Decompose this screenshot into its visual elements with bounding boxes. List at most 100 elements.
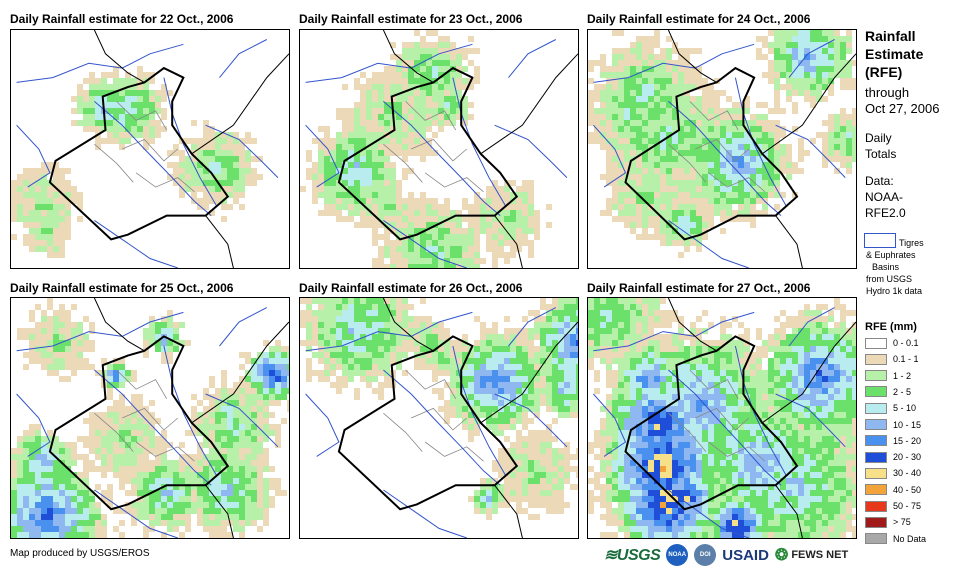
rain-cell: [354, 144, 360, 150]
rain-cell: [11, 532, 17, 538]
rain-cell: [197, 430, 203, 436]
rain-cell: [846, 126, 852, 132]
rain-cell: [396, 210, 402, 216]
rain-cell: [822, 66, 828, 72]
rain-cell: [53, 370, 59, 376]
rain-cell: [588, 132, 594, 138]
rain-cell: [846, 364, 852, 370]
rain-cell: [101, 424, 107, 430]
rain-cell: [354, 358, 360, 364]
rain-cell: [498, 496, 504, 502]
rain-cell: [119, 84, 125, 90]
rain-cell: [215, 418, 221, 424]
rain-cell: [828, 400, 834, 406]
rain-cell: [89, 108, 95, 114]
rain-cell: [41, 322, 47, 328]
rain-cell: [600, 114, 606, 120]
rain-cell: [65, 204, 71, 210]
rain-cell: [720, 126, 726, 132]
rain-cell: [492, 346, 498, 352]
rain-cell: [263, 454, 269, 460]
rain-cell: [179, 322, 185, 328]
rain-cell: [203, 156, 209, 162]
rain-cell: [612, 48, 618, 54]
rain-cell: [690, 240, 696, 246]
rain-cell: [558, 382, 564, 388]
rain-cell: [774, 84, 780, 90]
rain-cell: [570, 358, 576, 364]
rain-cell: [660, 376, 666, 382]
rain-cell: [690, 72, 696, 78]
rain-cell: [642, 376, 648, 382]
rain-cell: [179, 514, 185, 520]
rain-cell: [366, 222, 372, 228]
rain-cell: [306, 322, 312, 328]
rain-cell: [360, 168, 366, 174]
rain-cell: [414, 120, 420, 126]
rain-cell: [263, 376, 269, 382]
rain-cell: [630, 114, 636, 120]
rain-cell: [239, 472, 245, 478]
panel-title-6: Daily Rainfall estimate for 27 Oct., 200…: [587, 281, 811, 295]
rain-cell: [618, 210, 624, 216]
rain-cell: [660, 66, 666, 72]
rain-cell: [618, 298, 624, 304]
rain-cell: [786, 406, 792, 412]
rain-cell: [660, 156, 666, 162]
rain-cell: [624, 168, 630, 174]
rain-cell: [11, 460, 17, 466]
rain-cell: [35, 174, 41, 180]
rain-cell: [203, 460, 209, 466]
rain-cell: [498, 418, 504, 424]
rain-cell: [107, 138, 113, 144]
rain-cell: [786, 174, 792, 180]
rain-cell: [804, 364, 810, 370]
rain-cell: [396, 358, 402, 364]
rain-cell: [630, 90, 636, 96]
rain-cell: [354, 174, 360, 180]
rain-cell: [233, 520, 239, 526]
rain-cell: [618, 54, 624, 60]
rain-cell: [702, 168, 708, 174]
rain-cell: [354, 138, 360, 144]
rain-cell: [29, 478, 35, 484]
rain-cell: [408, 240, 414, 246]
rain-cell: [167, 490, 173, 496]
rain-cell: [372, 340, 378, 346]
rain-cell: [606, 132, 612, 138]
rain-cell: [149, 340, 155, 346]
rain-cell: [35, 340, 41, 346]
rain-cell: [522, 478, 528, 484]
rain-cell: [29, 310, 35, 316]
rain-cell: [606, 102, 612, 108]
basin-boundary: [305, 311, 473, 352]
rain-cell: [221, 388, 227, 394]
rain-cell: [324, 138, 330, 144]
rain-cell: [642, 346, 648, 352]
rain-cell: [624, 216, 630, 222]
rain-cell: [450, 42, 456, 48]
rain-cell: [384, 346, 390, 352]
rain-cell: [588, 120, 594, 126]
rain-cell: [522, 400, 528, 406]
rain-cell: [630, 346, 636, 352]
rain-cell: [408, 126, 414, 132]
rain-cell: [696, 174, 702, 180]
rain-cell: [131, 466, 137, 472]
rain-cell: [834, 156, 840, 162]
rain-cell: [191, 466, 197, 472]
rain-cell: [438, 216, 444, 222]
rain-cell: [17, 514, 23, 520]
rain-cell: [281, 382, 287, 388]
rain-cell: [684, 394, 690, 400]
rain-cell: [738, 210, 744, 216]
rain-cell: [558, 340, 564, 346]
rain-cell: [708, 114, 714, 120]
rain-cell: [408, 252, 414, 258]
rain-cell: [702, 180, 708, 186]
rain-cell: [378, 358, 384, 364]
rain-cell: [113, 90, 119, 96]
rain-cell: [474, 210, 480, 216]
rain-cell: [636, 204, 642, 210]
rain-cell: [606, 168, 612, 174]
